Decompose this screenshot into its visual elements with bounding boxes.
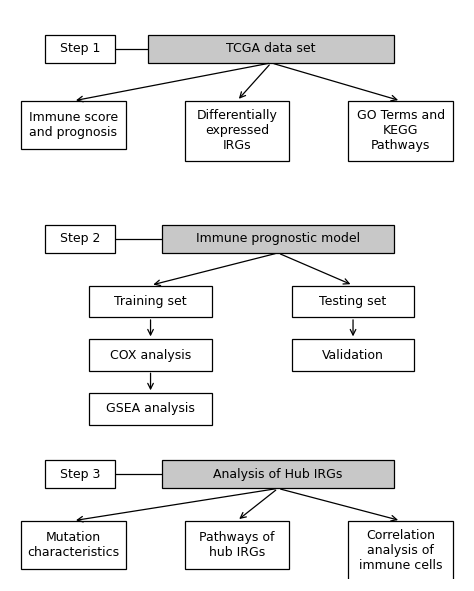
FancyBboxPatch shape bbox=[348, 101, 453, 161]
FancyBboxPatch shape bbox=[45, 460, 115, 488]
FancyBboxPatch shape bbox=[185, 101, 289, 161]
FancyBboxPatch shape bbox=[185, 521, 289, 569]
FancyBboxPatch shape bbox=[21, 101, 126, 150]
Text: Step 3: Step 3 bbox=[60, 467, 100, 480]
Text: Correlation
analysis of
immune cells: Correlation analysis of immune cells bbox=[359, 530, 443, 572]
FancyBboxPatch shape bbox=[89, 339, 212, 371]
Text: Validation: Validation bbox=[322, 349, 384, 362]
Text: GO Terms and
KEGG
Pathways: GO Terms and KEGG Pathways bbox=[357, 109, 445, 152]
Text: Step 1: Step 1 bbox=[60, 42, 100, 55]
Text: COX analysis: COX analysis bbox=[110, 349, 191, 362]
Text: Training set: Training set bbox=[114, 295, 187, 308]
Text: Immune score
and prognosis: Immune score and prognosis bbox=[28, 111, 118, 139]
FancyBboxPatch shape bbox=[292, 339, 414, 371]
FancyBboxPatch shape bbox=[45, 225, 115, 253]
FancyBboxPatch shape bbox=[292, 285, 414, 317]
Text: Differentially
expressed
IRGs: Differentially expressed IRGs bbox=[197, 109, 277, 152]
FancyBboxPatch shape bbox=[148, 34, 394, 63]
Text: Step 2: Step 2 bbox=[60, 232, 100, 245]
Text: Pathways of
hub IRGs: Pathways of hub IRGs bbox=[199, 531, 275, 559]
Text: Analysis of Hub IRGs: Analysis of Hub IRGs bbox=[213, 467, 343, 480]
Text: GSEA analysis: GSEA analysis bbox=[106, 402, 195, 415]
FancyBboxPatch shape bbox=[21, 521, 126, 569]
Text: Immune prognostic model: Immune prognostic model bbox=[196, 232, 360, 245]
Text: Mutation
characteristics: Mutation characteristics bbox=[27, 531, 119, 559]
Text: TCGA data set: TCGA data set bbox=[227, 42, 316, 55]
FancyBboxPatch shape bbox=[89, 394, 212, 424]
FancyBboxPatch shape bbox=[89, 285, 212, 317]
FancyBboxPatch shape bbox=[162, 460, 394, 488]
FancyBboxPatch shape bbox=[45, 34, 115, 63]
FancyBboxPatch shape bbox=[348, 521, 453, 580]
FancyBboxPatch shape bbox=[162, 225, 394, 253]
Text: Testing set: Testing set bbox=[319, 295, 387, 308]
